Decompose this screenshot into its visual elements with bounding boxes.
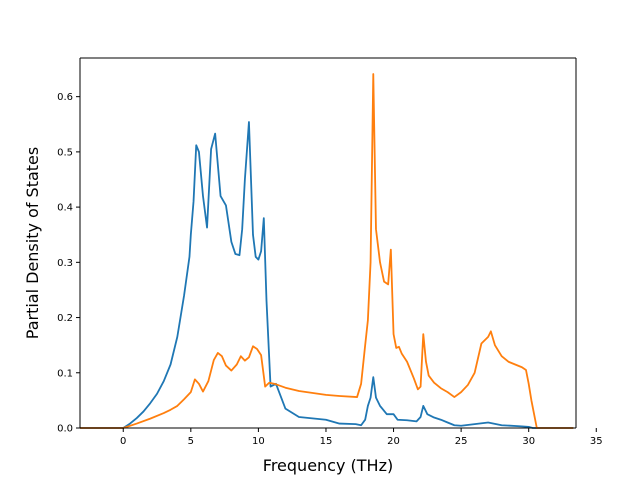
- y-tick-label: 0.2: [57, 313, 73, 324]
- y-tick-label: 0.3: [57, 258, 73, 269]
- x-axis-ticks: 0 5 10 15 20 25 30 35: [120, 428, 603, 447]
- x-tick-label: 5: [188, 436, 194, 447]
- x-axis-label: Frequency (THz): [263, 456, 393, 475]
- series-line-1: [80, 121, 574, 429]
- plot-area: 0 5 10 15 20 25 30 35 0.0 0.1 0.2 0.3 0.4 0.5 0.6: [57, 57, 603, 447]
- y-tick-label: 0.4: [57, 203, 73, 214]
- y-tick-label: 0.5: [57, 147, 73, 158]
- x-tick-label: 15: [320, 436, 333, 447]
- x-tick-label: 10: [252, 436, 265, 447]
- series-line-2: [80, 73, 574, 429]
- x-tick-label: 0: [120, 436, 126, 447]
- x-tick-label: 30: [522, 436, 535, 447]
- y-tick-label: 0.0: [57, 424, 73, 435]
- axes-background: [80, 58, 576, 428]
- axes-frame: [79, 57, 577, 429]
- y-axis-label: Partial Density of States: [23, 147, 42, 339]
- y-tick-label: 0.1: [57, 368, 73, 379]
- x-tick-label: 25: [455, 436, 468, 447]
- series-layer: [80, 73, 574, 429]
- x-tick-label: 20: [387, 436, 400, 447]
- y-tick-label: 0.6: [57, 92, 73, 103]
- y-axis-ticks: 0.0 0.1 0.2 0.3 0.4 0.5 0.6: [57, 92, 80, 435]
- x-tick-label: 35: [590, 436, 603, 447]
